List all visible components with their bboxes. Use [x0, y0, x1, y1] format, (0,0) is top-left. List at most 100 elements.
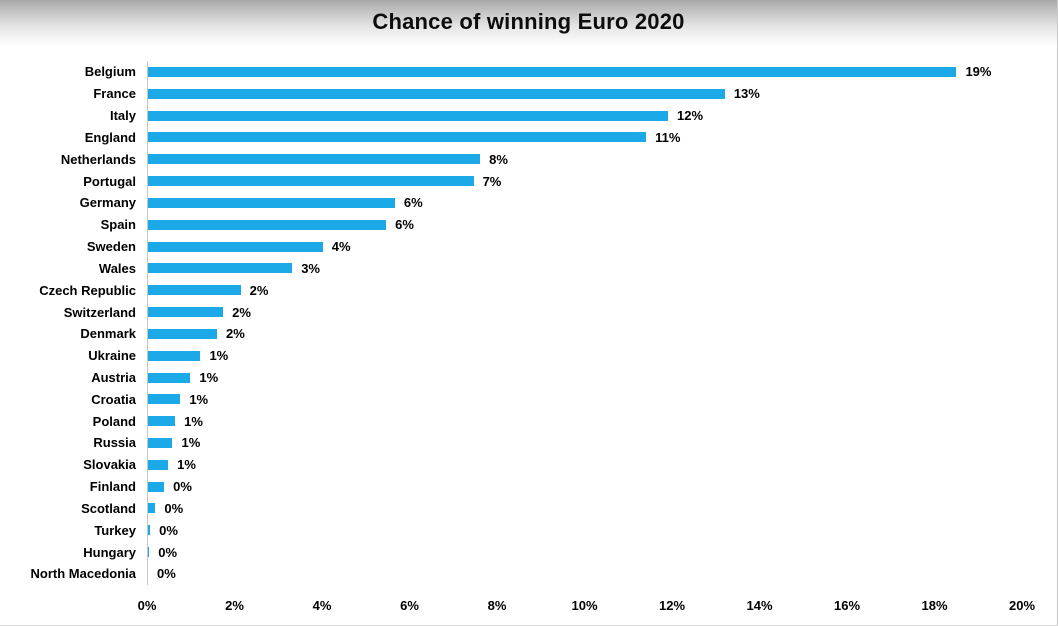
bar-portugal — [148, 176, 474, 187]
bar-belgium — [148, 66, 957, 77]
bar-germany — [148, 197, 395, 208]
bar-row-spain: 6% — [148, 214, 1022, 236]
data-label-scotland: 0% — [164, 500, 184, 516]
y-axis-line — [147, 61, 148, 585]
bar-row-hungary: 0% — [148, 541, 1022, 563]
category-label-croatia: Croatia — [91, 391, 136, 407]
category-label-wales: Wales — [98, 260, 136, 276]
category-label-ukraine: Ukraine — [88, 348, 136, 364]
plot-area: 19% 13% 12% 11% 8% 7% 6% 6% 4% 3% 2% 2% 2% 1% 1% 1% 1% 1%… — [148, 61, 1022, 585]
x-tick-14pct: 14% — [746, 598, 773, 613]
data-label-czech-republic: 2% — [249, 282, 269, 298]
data-label-finland: 0% — [173, 479, 192, 495]
category-label-portugal: Portugal — [83, 173, 136, 189]
category-label-russia: Russia — [93, 435, 136, 451]
category-label-austria: Austria — [91, 370, 136, 385]
data-label-netherlands: 8% — [489, 151, 508, 167]
bar-scotland — [148, 503, 156, 514]
x-tick-10pct: 10% — [571, 598, 598, 613]
data-label-england: 11% — [655, 129, 681, 145]
x-tick-2pct: 2% — [225, 598, 244, 613]
bar-row-austria: 1% — [148, 367, 1022, 389]
x-tick-18pct: 18% — [921, 598, 948, 613]
bar-row-netherlands: 8% — [148, 148, 1022, 170]
category-label-sweden: Sweden — [86, 239, 136, 255]
x-tick-6pct: 6% — [400, 598, 419, 613]
category-label-turkey: Turkey — [94, 522, 136, 538]
data-label-portugal: 7% — [482, 173, 502, 189]
data-label-spain: 6% — [395, 217, 414, 233]
category-label-north-macedonia: North Macedonia — [30, 566, 136, 582]
category-label-denmark: Denmark — [80, 326, 136, 342]
category-label-switzerland: Switzerland — [63, 304, 136, 320]
category-label-spain: Spain — [100, 217, 136, 233]
chart-title: Chance of winning Euro 2020 — [372, 9, 685, 34]
bar-england — [148, 132, 647, 143]
bar-row-denmark: 2% — [148, 323, 1022, 345]
bar-row-sweden: 4% — [148, 236, 1022, 258]
category-label-netherlands: Netherlands — [60, 151, 136, 167]
x-tick-20pct: 20% — [1008, 598, 1036, 613]
bar-ukraine — [148, 350, 201, 361]
x-axis: 0% 2% 4% 6% 8% 10% 12% 14% 16% 18% 20% — [138, 598, 1035, 616]
bar-switzerland — [148, 307, 224, 318]
data-label-austria: 1% — [199, 370, 219, 385]
x-tick-8pct: 8% — [487, 598, 507, 613]
category-label-germany: Germany — [79, 195, 136, 211]
bar-sweden — [148, 241, 323, 252]
category-label-scotland: Scotland — [81, 500, 136, 516]
bar-row-slovakia: 1% — [148, 454, 1022, 476]
data-label-france: 13% — [733, 86, 760, 102]
bar-row-wales: 3% — [148, 257, 1022, 279]
data-label-north-macedonia: 0% — [157, 566, 176, 582]
data-label-switzerland: 2% — [232, 304, 251, 320]
bar-row-poland: 1% — [148, 410, 1022, 432]
data-label-wales: 3% — [301, 260, 320, 276]
bar-denmark — [148, 328, 218, 339]
category-axis: Belgium France Italy England Netherlands Port… — [0, 61, 136, 585]
bar-row-finland: 0% — [148, 476, 1022, 498]
data-label-germany: 6% — [403, 195, 423, 211]
bar-row-france: 13% — [148, 83, 1022, 105]
bar-slovakia — [148, 459, 169, 470]
chart-header — [0, 0, 1057, 46]
data-label-russia: 1% — [181, 435, 201, 451]
bar-netherlands — [148, 154, 481, 165]
category-label-slovakia: Slovakia — [83, 457, 136, 473]
category-label-czech-republic: Czech Republic — [39, 282, 136, 298]
x-tick-4pct: 4% — [312, 598, 332, 613]
category-label-poland: Poland — [92, 413, 136, 429]
bar-row-ukraine: 1% — [148, 345, 1022, 367]
bar-austria — [148, 372, 191, 383]
bar-row-portugal: 7% — [148, 170, 1022, 192]
x-tick-0pct: 0% — [137, 598, 157, 613]
bar-row-belgium: 19% — [148, 61, 1022, 83]
bar-turkey — [148, 525, 151, 536]
bar-italy — [148, 110, 669, 121]
bar-row-croatia: 1% — [148, 388, 1022, 410]
category-label-belgium: Belgium — [84, 64, 136, 80]
data-label-croatia: 1% — [189, 391, 209, 407]
bar-row-italy: 12% — [148, 105, 1022, 127]
category-label-finland: Finland — [89, 479, 136, 495]
bar-row-switzerland: 2% — [148, 301, 1022, 323]
bar-row-north-macedonia: 0% — [148, 563, 1022, 585]
bar-spain — [148, 219, 387, 230]
bar-row-russia: 1% — [148, 432, 1022, 454]
bar-hungary — [148, 547, 150, 558]
data-label-denmark: 2% — [226, 326, 245, 342]
x-tick-12pct: 12% — [658, 598, 686, 613]
category-label-italy: Italy — [109, 108, 136, 124]
data-label-ukraine: 1% — [209, 348, 229, 364]
data-label-slovakia: 1% — [177, 457, 196, 473]
data-label-turkey: 0% — [159, 522, 178, 538]
x-tick-16pct: 16% — [833, 598, 861, 613]
bar-row-england: 11% — [148, 126, 1022, 148]
category-label-england: England — [84, 129, 136, 145]
bar-row-scotland: 0% — [148, 498, 1022, 520]
bar-poland — [148, 416, 176, 427]
data-label-belgium: 19% — [965, 64, 992, 80]
data-label-italy: 12% — [677, 108, 704, 124]
bar-row-czech-republic: 2% — [148, 279, 1022, 301]
